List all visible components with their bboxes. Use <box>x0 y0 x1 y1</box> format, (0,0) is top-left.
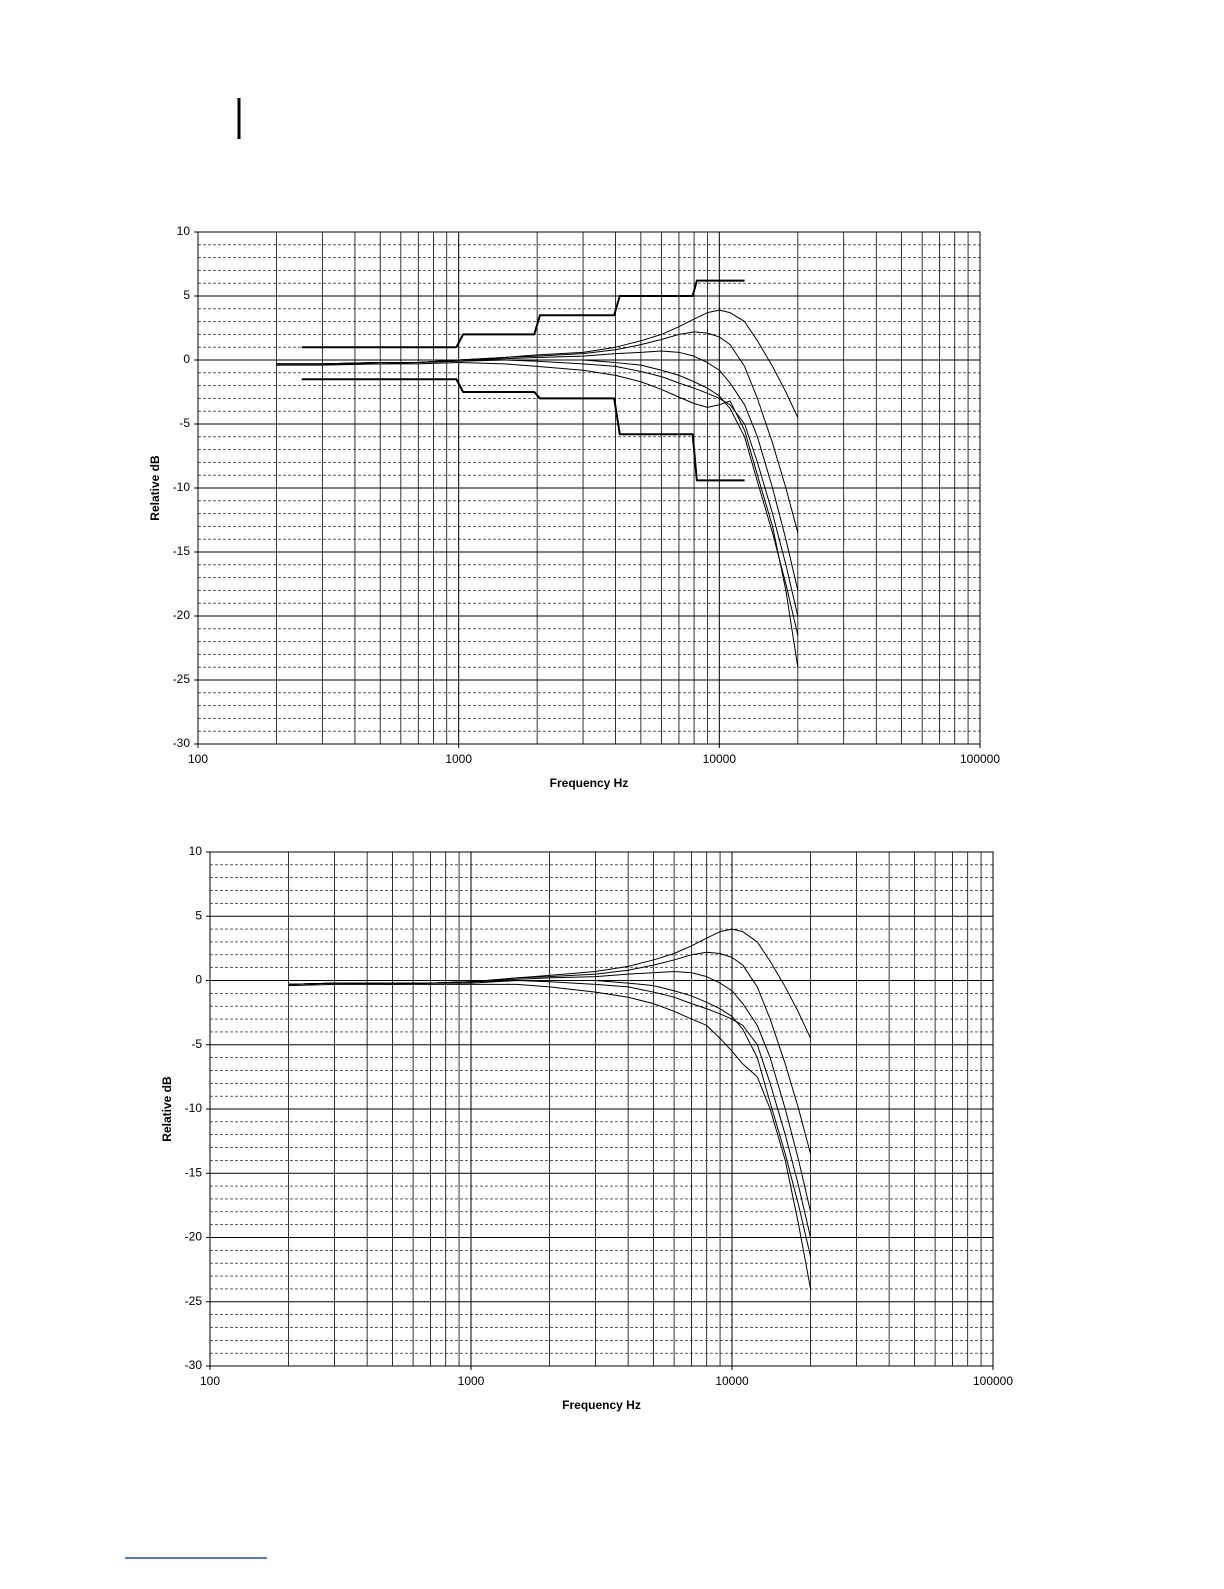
x-axis-title: Frequency Hz <box>550 776 629 790</box>
y-tick-label: -20 <box>173 608 191 622</box>
y-axis-title: Relative dB <box>160 1076 174 1142</box>
x-axis-title: Frequency Hz <box>562 1398 641 1412</box>
data-line <box>276 362 799 668</box>
data-line <box>301 378 745 482</box>
plot-frame <box>197 231 981 745</box>
y-tick-label: -5 <box>191 1037 202 1051</box>
x-tick-label: 10000 <box>715 1374 749 1388</box>
x-tick-label: 100000 <box>960 752 1000 766</box>
x-tick-label: 1000 <box>458 1374 485 1388</box>
y-tick-label: -20 <box>185 1230 203 1244</box>
y-tick-label: 10 <box>189 844 203 858</box>
x-tick-label: 100000 <box>973 1374 1013 1388</box>
x-tick-label: 100 <box>188 752 208 766</box>
plot-frame <box>209 851 994 1367</box>
y-tick-label: -30 <box>185 1358 203 1372</box>
x-tick-label: 1000 <box>445 752 472 766</box>
y-tick-label: -30 <box>173 736 191 750</box>
data-line <box>276 359 799 636</box>
y-tick-label: 5 <box>195 908 202 922</box>
data-line <box>288 980 812 1257</box>
x-tick-label: 10000 <box>703 752 737 766</box>
y-tick-label: 0 <box>195 973 202 987</box>
data-line <box>288 983 812 1289</box>
y-tick-label: -15 <box>173 544 191 558</box>
data-line <box>301 279 745 349</box>
x-tick-label: 100 <box>200 1374 220 1388</box>
y-tick-label: -10 <box>173 480 191 494</box>
y-tick-label: -15 <box>185 1165 203 1179</box>
y-axis-title: Relative dB <box>148 455 162 521</box>
y-tick-label: -10 <box>185 1101 203 1115</box>
y-tick-label: -25 <box>173 672 191 686</box>
y-tick-label: -5 <box>179 416 190 430</box>
y-tick-label: 0 <box>183 352 190 366</box>
y-tick-label: 10 <box>177 224 191 238</box>
y-tick-label: -25 <box>185 1294 203 1308</box>
y-tick-label: 5 <box>183 288 190 302</box>
